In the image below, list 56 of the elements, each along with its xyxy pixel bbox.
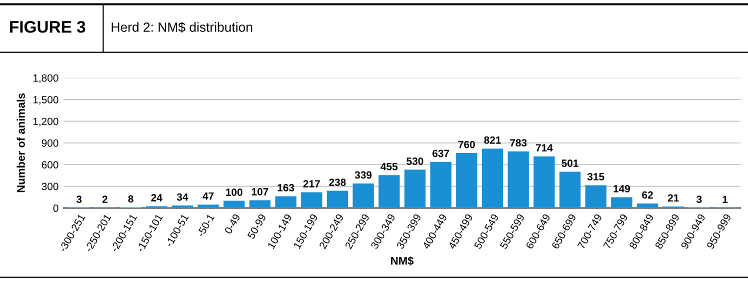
y-tick-label: 600 <box>42 161 58 168</box>
data-label: 34 <box>176 193 188 201</box>
data-label: 821 <box>484 136 501 144</box>
data-label: 783 <box>510 139 527 147</box>
data-label: 2 <box>102 196 108 203</box>
data-label: 47 <box>202 192 214 200</box>
bar <box>352 183 374 208</box>
data-label: 100 <box>226 188 242 196</box>
bar <box>636 204 658 208</box>
data-label: 24 <box>151 194 162 202</box>
y-tick-label: 900 <box>42 139 58 147</box>
bar <box>611 197 632 208</box>
bar <box>508 151 529 208</box>
y-tick-label: 1,500 <box>33 96 58 105</box>
y-tick-label: 0 <box>53 204 58 212</box>
bar <box>172 206 194 208</box>
bar <box>249 200 271 208</box>
bar <box>301 192 322 208</box>
data-label: 107 <box>252 188 268 196</box>
y-tick-label: 1,800 <box>33 74 58 83</box>
data-label: 149 <box>614 185 630 192</box>
chart-subtitle: Herd 2: NM$ distribution <box>112 22 252 33</box>
chart-title: FIGURE 3 <box>10 20 86 33</box>
bar <box>224 200 245 208</box>
data-label: 315 <box>587 173 604 180</box>
data-label: 62 <box>642 191 653 199</box>
data-label: 339 <box>354 171 372 179</box>
y-axis-title: Number of animals <box>16 93 25 192</box>
y-tick-label: 300 <box>42 182 58 190</box>
data-label: 501 <box>562 160 578 167</box>
data-label: 238 <box>329 178 346 186</box>
bar <box>198 204 219 208</box>
data-label: 163 <box>278 184 294 192</box>
bar <box>559 172 581 208</box>
bar <box>534 156 555 208</box>
data-label: 760 <box>458 140 475 148</box>
data-label: 8 <box>128 195 134 203</box>
data-label: 1 <box>722 196 728 203</box>
data-label: 217 <box>303 180 320 188</box>
bar <box>482 148 504 208</box>
bar <box>275 196 296 208</box>
x-axis-title: NM$ <box>391 256 414 266</box>
bar <box>456 153 478 208</box>
data-label: 21 <box>668 194 679 202</box>
data-label: 455 <box>380 162 398 170</box>
data-label: 637 <box>432 150 450 158</box>
data-label: 714 <box>536 144 553 152</box>
bar <box>430 162 452 208</box>
y-tick-label: 1,200 <box>33 118 58 126</box>
data-label: 530 <box>406 157 424 165</box>
bar <box>326 190 348 208</box>
data-label: 3 <box>696 196 702 203</box>
bar <box>585 185 606 208</box>
bar <box>404 170 426 208</box>
bar <box>378 175 400 208</box>
data-label: 3 <box>76 196 82 203</box>
